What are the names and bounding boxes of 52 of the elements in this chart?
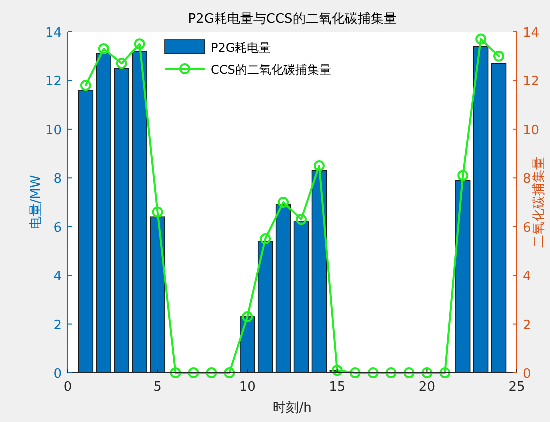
point bbox=[224, 368, 236, 378]
y2-tick-label: 0 bbox=[523, 367, 532, 382]
y2-tick-label: 2 bbox=[523, 318, 532, 334]
point bbox=[368, 368, 379, 378]
x-tick-label: 5 bbox=[154, 380, 162, 395]
point bbox=[422, 368, 433, 378]
y-tick-label: 12 bbox=[45, 74, 62, 90]
point bbox=[170, 368, 182, 378]
y-tick-label: 10 bbox=[45, 123, 62, 138]
y2-tick-label: 4 bbox=[523, 270, 532, 285]
point bbox=[332, 365, 343, 376]
y2-tick-label: 8 bbox=[523, 172, 532, 188]
y2-tick-label: 6 bbox=[523, 220, 532, 236]
point bbox=[260, 234, 272, 245]
point bbox=[152, 206, 164, 218]
point bbox=[404, 368, 415, 378]
point bbox=[494, 50, 505, 62]
point bbox=[206, 368, 218, 378]
point bbox=[80, 80, 92, 92]
x-tick-label: 25 bbox=[508, 380, 526, 395]
y-tick-label: 2 bbox=[54, 318, 62, 334]
x-tick-label: 10 bbox=[239, 380, 256, 395]
y2-tick-label: 10 bbox=[523, 123, 540, 138]
point bbox=[350, 368, 361, 378]
y2-tick-label: 14 bbox=[523, 26, 540, 41]
point bbox=[296, 214, 307, 226]
point bbox=[476, 34, 487, 45]
point bbox=[116, 58, 128, 70]
y-tick-label: 14 bbox=[45, 26, 62, 41]
y-axis-title: 电量/MW bbox=[29, 175, 44, 230]
point bbox=[440, 368, 451, 378]
y-tick-label: 4 bbox=[54, 270, 62, 285]
legend-label: CCS的二氧化碳捕集量 bbox=[211, 63, 332, 77]
y2-axis-title: 二氧化碳捕集量 bbox=[532, 157, 547, 248]
y-tick-label: 6 bbox=[54, 220, 62, 236]
point bbox=[134, 38, 146, 50]
point bbox=[386, 368, 397, 378]
y-tick-label: 0 bbox=[54, 367, 62, 382]
y-tick-label: 8 bbox=[54, 172, 62, 188]
point bbox=[242, 311, 254, 322]
x-tick-label: 20 bbox=[418, 380, 436, 395]
point bbox=[98, 44, 110, 55]
point bbox=[278, 197, 290, 208]
y2-tick-label: 12 bbox=[523, 74, 540, 90]
legend-label: P2G耗电量 bbox=[211, 41, 272, 55]
x-axis-title: 时刻/h bbox=[273, 401, 312, 416]
point bbox=[458, 170, 469, 182]
x-tick-label: 15 bbox=[329, 380, 346, 395]
x-tick-label: 0 bbox=[64, 380, 72, 395]
point bbox=[314, 160, 325, 172]
chart-title: P2G耗电量与CCS的二氧化碳捕集量 bbox=[188, 12, 397, 27]
point bbox=[188, 368, 200, 378]
